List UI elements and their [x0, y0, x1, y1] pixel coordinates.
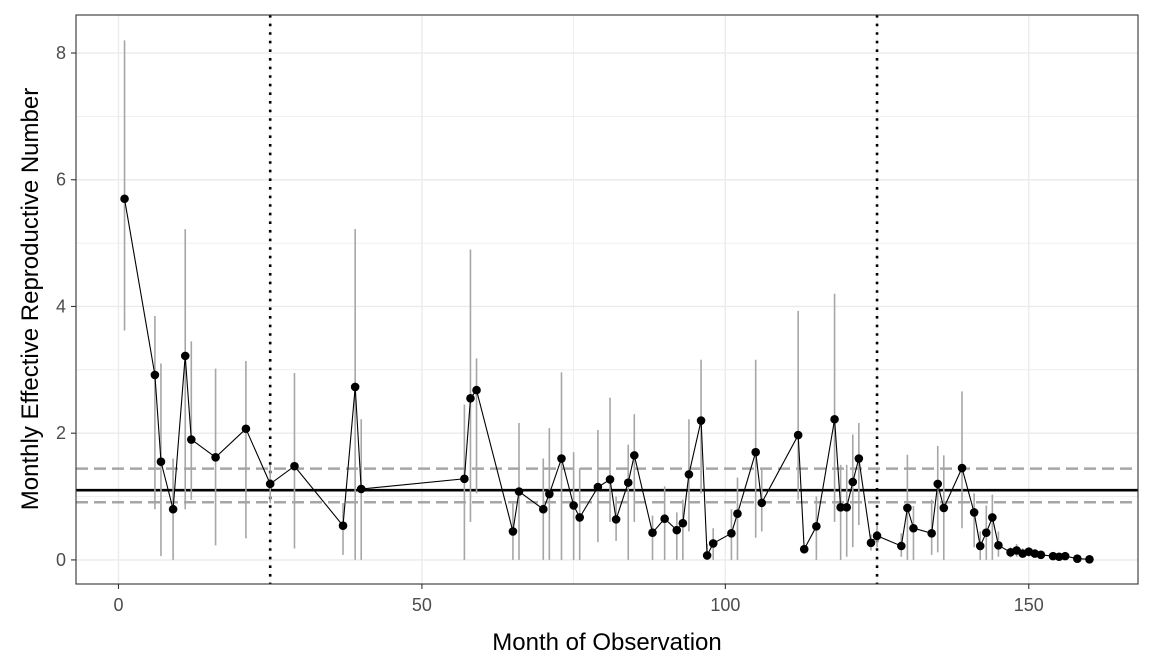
data-point [975, 541, 985, 551]
data-point [648, 528, 657, 537]
data-point [1085, 554, 1094, 564]
points-layer [120, 194, 1094, 564]
data-point [830, 414, 839, 424]
data-point [569, 501, 578, 510]
data-point [927, 529, 936, 538]
data-point [466, 394, 475, 403]
data-point [793, 430, 803, 440]
data-point [866, 538, 876, 548]
x-tick-label: 100 [710, 595, 740, 615]
data-point [842, 503, 852, 512]
data-point [836, 503, 845, 512]
panel-border [75, 14, 1139, 585]
data-point [623, 478, 633, 487]
data-point [538, 504, 548, 514]
data-point [933, 479, 943, 489]
data-point [356, 484, 366, 494]
data-point [696, 416, 706, 425]
data-point [350, 382, 360, 392]
data-point [909, 523, 918, 533]
data-point [994, 541, 1003, 550]
data-point [187, 435, 196, 444]
data-point [150, 370, 160, 380]
data-point [757, 498, 767, 508]
data-point [727, 529, 736, 538]
y-axis-ticks: 0 2 4 6 8 [56, 43, 76, 570]
panel-background [76, 15, 1138, 584]
data-point [611, 515, 621, 524]
data-point [460, 474, 469, 484]
y-tick-label: 4 [56, 296, 66, 316]
y-tick-label: 2 [56, 423, 66, 443]
data-point [514, 487, 524, 496]
data-point [120, 194, 129, 204]
data-point [702, 551, 712, 560]
data-point [848, 477, 858, 487]
y-tick-label: 0 [56, 550, 66, 570]
data-point [684, 470, 694, 479]
y-tick-label: 6 [56, 170, 66, 190]
data-point [241, 424, 251, 434]
data-point [593, 482, 603, 492]
data-point [180, 351, 190, 361]
y-tick-label: 8 [56, 43, 66, 63]
data-point [678, 518, 688, 528]
data-point [168, 504, 178, 514]
data-point [897, 541, 906, 551]
data-point [733, 509, 742, 518]
data-point [472, 385, 481, 395]
grid-layer [76, 15, 1138, 584]
data-point [969, 508, 979, 517]
x-axis-title: Month of Observation [492, 629, 721, 656]
data-point [854, 454, 864, 463]
data-point [988, 513, 997, 522]
data-point [156, 457, 166, 467]
data-point [799, 544, 809, 554]
x-tick-label: 0 [113, 595, 123, 615]
data-point [1036, 550, 1046, 560]
data-point [1060, 551, 1070, 561]
x-tick-label: 50 [412, 595, 432, 615]
data-point [290, 461, 299, 471]
y-axis-title: Monthly Effective Reproductive Number [17, 88, 44, 510]
data-point [672, 525, 682, 535]
data-point [338, 521, 348, 531]
data-point [939, 503, 949, 513]
x-tick-label: 150 [1014, 595, 1044, 615]
x-axis-ticks: 0 50 100 150 [113, 584, 1044, 615]
data-point [812, 522, 821, 531]
data-point [708, 539, 718, 548]
data-point [630, 451, 639, 460]
data-point [605, 475, 615, 484]
data-point [557, 454, 566, 463]
data-point [957, 463, 967, 473]
data-point [508, 527, 518, 536]
data-point [660, 514, 669, 524]
data-point [211, 452, 220, 462]
data-point [872, 531, 882, 541]
data-point [903, 503, 912, 513]
data-point [751, 447, 760, 457]
data-point [265, 479, 275, 489]
data-point [575, 513, 584, 522]
data-point [1073, 554, 1082, 563]
data-point [981, 528, 991, 537]
data-point [545, 489, 554, 499]
